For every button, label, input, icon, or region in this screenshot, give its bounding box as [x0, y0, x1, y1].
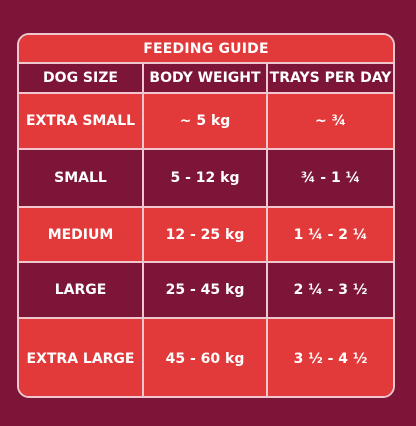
header-row: DOG SIZE BODY WEIGHT TRAYS PER DAY — [19, 64, 393, 94]
table-title: FEEDING GUIDE — [19, 35, 393, 64]
feeding-guide-table: FEEDING GUIDE DOG SIZE BODY WEIGHT TRAYS… — [17, 33, 395, 398]
cell-dog-size: MEDIUM — [19, 207, 144, 263]
feeding-table: DOG SIZE BODY WEIGHT TRAYS PER DAY EXTRA… — [19, 64, 393, 396]
cell-dog-size: SMALL — [19, 149, 144, 208]
header-dog-size: DOG SIZE — [19, 64, 144, 94]
table-row: SMALL 5 - 12 kg ¾ - 1 ¼ — [19, 149, 393, 208]
cell-body-weight: 12 - 25 kg — [143, 207, 268, 263]
cell-body-weight: ~ 5 kg — [143, 93, 268, 150]
cell-body-weight: 5 - 12 kg — [143, 149, 268, 208]
cell-trays: ¾ - 1 ¼ — [267, 149, 393, 208]
table-row: LARGE 25 - 45 kg 2 ¼ - 3 ½ — [19, 262, 393, 319]
table-row: EXTRA LARGE 45 - 60 kg 3 ½ - 4 ½ — [19, 318, 393, 396]
header-body-weight: BODY WEIGHT — [143, 64, 268, 94]
table-row: MEDIUM 12 - 25 kg 1 ¼ - 2 ¼ — [19, 207, 393, 263]
cell-dog-size: LARGE — [19, 262, 144, 319]
cell-trays: 1 ¼ - 2 ¼ — [267, 207, 393, 263]
table-row: EXTRA SMALL ~ 5 kg ~ ¾ — [19, 93, 393, 150]
header-trays-per-day: TRAYS PER DAY — [267, 64, 393, 94]
cell-body-weight: 25 - 45 kg — [143, 262, 268, 319]
cell-trays: 3 ½ - 4 ½ — [267, 318, 393, 396]
cell-trays: ~ ¾ — [267, 93, 393, 150]
cell-dog-size: EXTRA LARGE — [19, 318, 144, 396]
cell-body-weight: 45 - 60 kg — [143, 318, 268, 396]
cell-dog-size: EXTRA SMALL — [19, 93, 144, 150]
cell-trays: 2 ¼ - 3 ½ — [267, 262, 393, 319]
